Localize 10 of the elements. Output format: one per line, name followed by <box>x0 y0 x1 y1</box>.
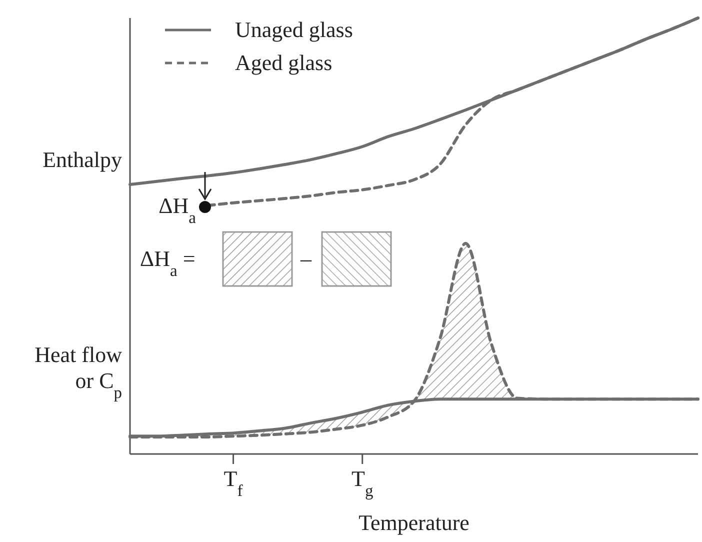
annotation: – <box>300 246 312 271</box>
annotation: ΔH$_{a}$ <box>158 193 197 226</box>
annotation: ΔH$_{a}$ = <box>140 246 196 280</box>
legend-label: Unaged glass <box>235 17 353 42</box>
text: Heat flow or C$_{p}$ <box>34 342 122 402</box>
x-axis-title: Temperature <box>358 510 470 535</box>
x-tick-label: T$_{f}$ <box>224 466 244 500</box>
x-tick-label: T$_{g}$ <box>352 466 374 500</box>
text: Enthalpy <box>42 147 122 172</box>
legend-label: Aged glass <box>235 50 332 75</box>
